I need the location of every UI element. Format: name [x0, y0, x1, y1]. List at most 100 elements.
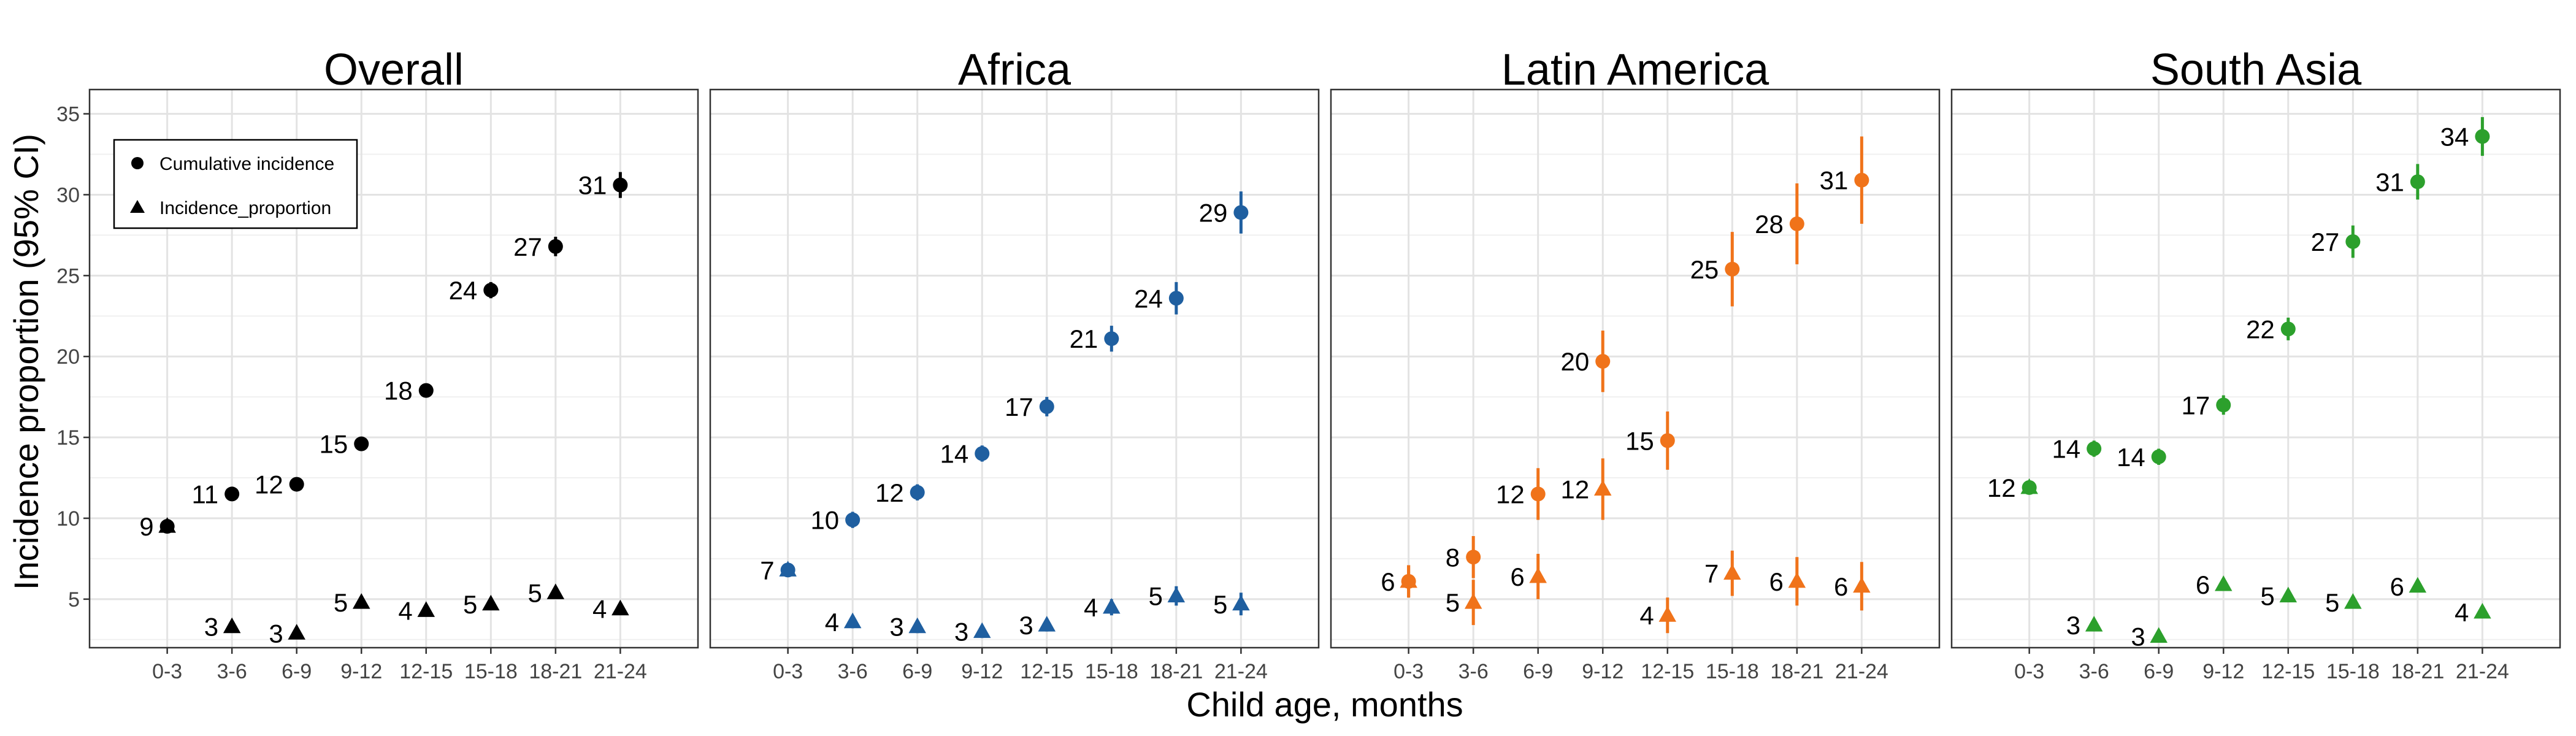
y-axis-title: Incidence proportion (95% CI)	[7, 134, 45, 590]
cumulative-incidence-point	[548, 239, 563, 254]
cumulative-incidence-point	[2280, 321, 2296, 337]
data-label: 4	[1639, 601, 1654, 630]
data-label: 12	[255, 470, 283, 499]
legend-circle-marker	[131, 157, 144, 169]
x-tick-label: 18-21	[529, 660, 582, 683]
data-label: 17	[2182, 391, 2210, 420]
data-label: 3	[269, 619, 283, 648]
cumulative-incidence-point	[483, 283, 499, 298]
data-label: 4	[398, 596, 412, 625]
data-label: 21	[1070, 324, 1098, 353]
x-tick-label: 9-12	[2202, 660, 2244, 683]
incidence-proportion-point	[2344, 593, 2362, 609]
data-label: 18	[384, 377, 413, 405]
x-tick-label: 9-12	[1582, 660, 1623, 683]
x-tick-label: 0-3	[152, 660, 182, 683]
x-tick-label: 18-21	[1770, 660, 1823, 683]
data-label: 24	[449, 276, 478, 305]
cumulative-incidence-point	[2151, 449, 2166, 464]
y-tick-label: 20	[56, 345, 80, 369]
x-tick-label: 12-15	[2261, 660, 2315, 683]
data-label: 34	[2440, 122, 2469, 151]
data-label: 3	[2066, 611, 2080, 640]
x-tick-label: 3-6	[1459, 660, 1489, 683]
panel-title: Latin America	[1501, 45, 1769, 94]
y-tick-label: 30	[56, 183, 80, 207]
data-label: 3	[1019, 611, 1033, 640]
incidence-proportion-point	[1232, 594, 1250, 611]
data-label: 5	[463, 590, 477, 619]
x-tick-label: 9-12	[340, 660, 382, 683]
data-label: 15	[320, 430, 348, 459]
cumulative-incidence-point	[1233, 205, 1249, 220]
y-tick-label: 25	[56, 264, 80, 288]
data-label: 4	[1084, 593, 1098, 622]
cumulative-incidence-point	[1660, 433, 1675, 448]
cumulative-incidence-point	[1530, 486, 1546, 502]
data-label: 3	[2131, 623, 2145, 651]
incidence-proportion-point	[1853, 577, 1871, 593]
cumulative-incidence-point	[224, 486, 240, 502]
incidence-proportion-point	[288, 624, 305, 640]
x-tick-label: 15-18	[464, 660, 518, 683]
data-label: 20	[1561, 347, 1590, 376]
x-tick-label: 3-6	[838, 660, 868, 683]
cumulative-incidence-point	[2087, 441, 2102, 456]
incidence-proportion-point	[1103, 598, 1121, 614]
data-label: 3	[889, 613, 903, 642]
data-label: 15	[1625, 426, 1654, 455]
cumulative-incidence-point	[354, 436, 369, 451]
data-label: 5	[527, 578, 542, 607]
incidence-proportion-point	[2214, 575, 2233, 591]
incidence-proportion-point	[908, 617, 926, 634]
data-label: 4	[592, 595, 607, 624]
panel-border	[88, 88, 699, 649]
cumulative-incidence-point	[1104, 331, 1119, 347]
x-tick-label: 12-15	[1020, 660, 1073, 683]
data-label: 5	[2260, 582, 2274, 611]
incidence-proportion-point	[1167, 586, 1186, 603]
cumulative-incidence-point	[2475, 129, 2490, 144]
panel-border	[709, 88, 1320, 649]
incidence-proportion-point	[158, 517, 176, 533]
incidence-proportion-point	[1464, 593, 1482, 609]
x-tick-label: 15-18	[2326, 660, 2380, 683]
data-label: 14	[2052, 435, 2080, 464]
x-tick-label: 0-3	[2014, 660, 2044, 683]
incidence-proportion-point	[1723, 564, 1741, 580]
data-label: 31	[1820, 166, 1849, 195]
incidence-proportion-point	[2474, 602, 2491, 619]
y-tick-label: 15	[56, 426, 80, 450]
cumulative-incidence-point	[1466, 550, 1481, 565]
x-tick-label: 12-15	[1641, 660, 1694, 683]
data-label: 28	[1755, 210, 1784, 239]
incidence-proportion-point	[1593, 480, 1612, 496]
legend-label: Cumulative incidence	[159, 154, 334, 174]
incidence-proportion-point	[779, 561, 797, 577]
x-tick-label: 21-24	[1835, 660, 1888, 683]
data-label: 22	[2246, 315, 2275, 343]
data-label: 27	[513, 232, 542, 261]
data-label: 17	[1005, 393, 1033, 421]
incidence-proportion-point	[2150, 627, 2168, 643]
x-tick-label: 6-9	[282, 660, 312, 683]
cumulative-incidence-point	[2216, 397, 2231, 413]
data-label: 31	[578, 171, 607, 200]
data-label: 9	[139, 512, 153, 541]
x-tick-label: 21-24	[2456, 660, 2509, 683]
cumulative-incidence-point	[975, 446, 990, 461]
x-tick-label: 3-6	[217, 660, 247, 683]
data-label: 25	[1690, 255, 1719, 284]
data-label: 3	[954, 618, 968, 646]
data-label: 5	[1213, 590, 1227, 619]
cumulative-incidence-point	[613, 177, 628, 193]
incidence-proportion-point	[2279, 586, 2298, 603]
x-axis-title: Child age, months	[1186, 685, 1463, 724]
data-label: 8	[1446, 543, 1460, 572]
data-label: 12	[1987, 473, 2016, 502]
data-label: 6	[2390, 572, 2404, 601]
incidence-proportion-point	[1658, 606, 1677, 622]
panel-title: Africa	[958, 45, 1071, 94]
